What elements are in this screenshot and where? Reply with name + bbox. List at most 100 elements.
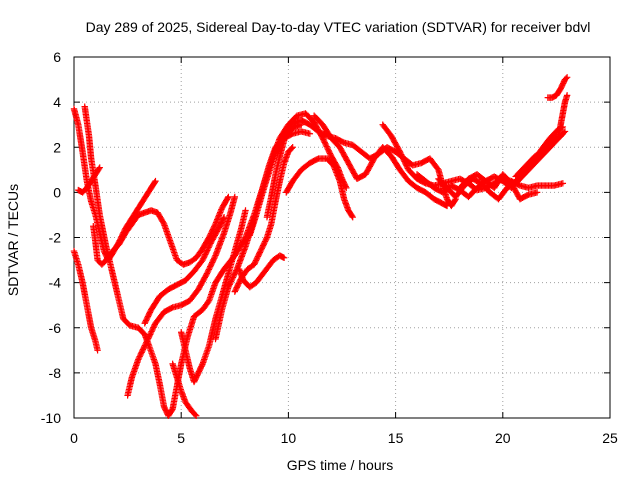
data-point — [136, 353, 143, 360]
chart-title: Day 289 of 2025, Sidereal Day-to-day VTE… — [86, 19, 591, 35]
data-point — [203, 270, 211, 277]
data-point — [209, 257, 217, 265]
data-point — [146, 331, 154, 338]
data-point — [397, 149, 404, 157]
data-point — [230, 272, 237, 280]
data-point — [142, 340, 149, 348]
series-arc-6 — [124, 193, 238, 399]
data-point — [402, 161, 410, 168]
y-tick-label: 0 — [53, 184, 61, 200]
y-tick-label: -8 — [49, 365, 62, 381]
y-tick-label: 4 — [53, 94, 61, 110]
data-point — [209, 259, 216, 266]
data-series — [70, 74, 571, 419]
data-point — [206, 241, 214, 248]
data-point — [443, 202, 451, 210]
x-tick-label: 25 — [602, 430, 618, 446]
data-point — [137, 350, 145, 357]
data-point — [145, 333, 153, 341]
data-point — [150, 324, 157, 331]
data-point — [191, 411, 199, 418]
data-point — [204, 269, 211, 276]
data-point — [280, 254, 288, 262]
data-point — [400, 156, 408, 164]
series-arc-20 — [456, 171, 541, 203]
data-point — [200, 255, 207, 262]
data-point — [143, 338, 151, 345]
data-point — [225, 282, 233, 289]
data-point — [343, 184, 350, 192]
series-arc-16 — [310, 112, 451, 210]
data-point — [204, 298, 212, 306]
data-point — [140, 345, 147, 352]
data-point — [211, 253, 219, 261]
data-point — [208, 260, 215, 268]
data-point — [559, 180, 567, 187]
data-point — [326, 148, 333, 156]
data-point — [225, 193, 232, 201]
data-point — [202, 249, 210, 257]
data-point — [138, 349, 145, 356]
data-point — [202, 251, 209, 258]
data-point — [220, 215, 227, 222]
data-point — [160, 219, 167, 226]
data-point — [151, 179, 158, 186]
data-point — [204, 247, 211, 254]
data-point — [399, 154, 406, 161]
data-point — [150, 322, 158, 330]
data-point — [533, 189, 541, 196]
data-point — [75, 186, 82, 194]
data-point — [320, 137, 328, 145]
data-point — [141, 343, 148, 351]
data-point — [149, 325, 157, 332]
data-point — [193, 412, 200, 419]
data-point — [398, 152, 406, 160]
data-point — [201, 252, 208, 260]
data-point — [231, 271, 238, 278]
data-point — [205, 267, 212, 275]
data-point — [147, 329, 155, 337]
data-point — [227, 279, 234, 287]
data-point — [323, 143, 330, 150]
series-arc-9 — [169, 360, 200, 419]
data-point — [320, 136, 327, 143]
data-point — [228, 276, 235, 284]
data-point — [563, 92, 571, 99]
data-point — [403, 162, 410, 169]
series-arc-15 — [283, 155, 356, 221]
tick-labels: 0 5 10 15 20 25 -10 -8 -6 -4 -2 0 2 4 6 — [41, 49, 618, 446]
data-point — [319, 135, 326, 142]
data-point — [135, 356, 142, 363]
data-point — [148, 326, 156, 334]
data-point — [198, 361, 206, 369]
series-arc-22 — [544, 74, 571, 101]
data-point — [229, 275, 236, 283]
x-tick-label: 0 — [70, 430, 78, 446]
data-point — [206, 264, 213, 272]
data-point — [207, 263, 214, 270]
data-point — [206, 242, 213, 250]
data-point — [211, 222, 219, 229]
series-arc-8 — [178, 207, 249, 386]
data-point — [398, 151, 405, 158]
data-point — [242, 207, 249, 214]
series-arc-4 — [90, 193, 232, 268]
x-axis-label: GPS time / hours — [287, 457, 394, 473]
series-arc-5 — [75, 164, 103, 196]
data-point — [146, 332, 153, 339]
data-point — [322, 141, 330, 149]
data-point — [288, 145, 295, 152]
series-arc-21 — [512, 128, 569, 180]
data-point — [349, 213, 356, 221]
y-tick-label: 2 — [53, 139, 61, 155]
data-point — [137, 351, 144, 359]
data-point — [227, 278, 235, 285]
data-point — [321, 139, 328, 146]
data-point — [144, 336, 151, 344]
data-point — [204, 245, 212, 253]
data-point — [231, 270, 239, 277]
data-point — [325, 147, 332, 154]
data-point — [322, 140, 329, 147]
y-axis-label: SDTVAR / TECUs — [5, 184, 21, 296]
